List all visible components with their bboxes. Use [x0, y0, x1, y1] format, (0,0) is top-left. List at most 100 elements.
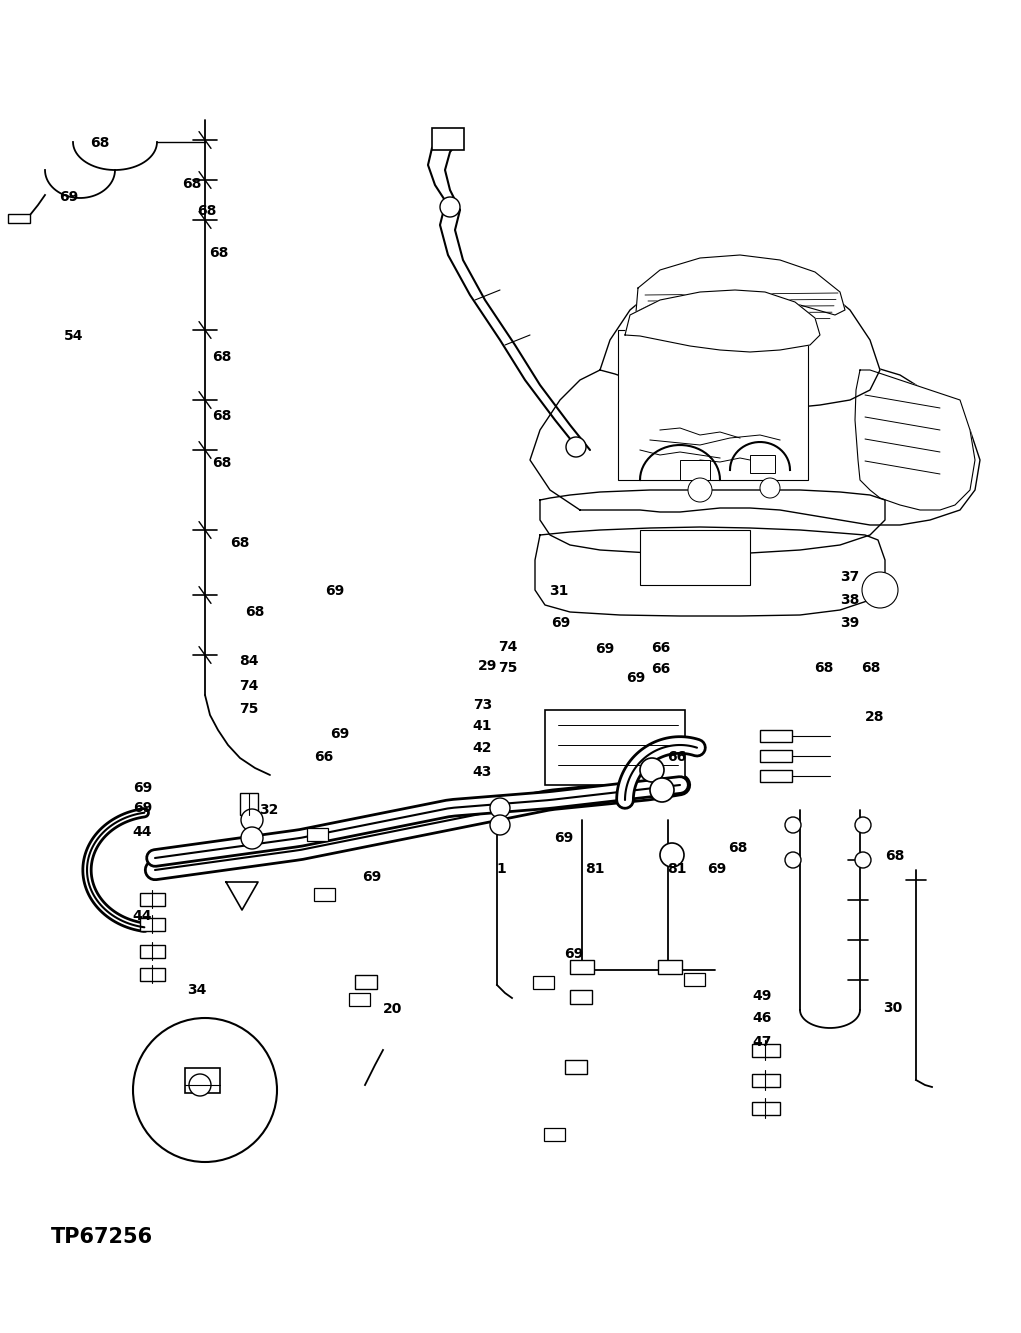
Text: 81: 81: [667, 862, 686, 876]
Text: 69: 69: [554, 832, 574, 845]
Text: 68: 68: [861, 661, 880, 674]
Text: 69: 69: [595, 643, 615, 656]
Text: 69: 69: [551, 616, 571, 629]
Text: 75: 75: [239, 702, 258, 716]
Circle shape: [855, 852, 871, 868]
Circle shape: [440, 197, 460, 217]
Text: 47: 47: [752, 1036, 772, 1049]
Text: 81: 81: [585, 862, 604, 876]
Bar: [570, 990, 592, 1004]
Circle shape: [785, 852, 801, 868]
Text: 31: 31: [549, 584, 569, 597]
Circle shape: [785, 817, 801, 833]
Polygon shape: [540, 491, 885, 555]
Text: 46: 46: [752, 1012, 772, 1025]
Text: 69: 69: [708, 862, 727, 876]
Circle shape: [566, 437, 586, 457]
Polygon shape: [855, 371, 975, 511]
Bar: [8, 215, 30, 223]
Polygon shape: [625, 291, 820, 352]
Polygon shape: [226, 882, 258, 910]
Polygon shape: [600, 265, 880, 408]
Text: 42: 42: [473, 741, 492, 754]
Bar: [185, 1068, 220, 1093]
Text: 74: 74: [498, 640, 518, 653]
Text: 75: 75: [498, 661, 518, 674]
Text: 68: 68: [209, 247, 229, 260]
Circle shape: [660, 842, 684, 866]
Bar: [314, 888, 335, 901]
Text: 30: 30: [883, 1001, 903, 1014]
Bar: [240, 793, 258, 814]
Polygon shape: [535, 527, 885, 616]
Text: 66: 66: [667, 750, 686, 764]
Bar: [140, 893, 165, 906]
Text: 49: 49: [752, 989, 772, 1002]
Circle shape: [490, 798, 510, 818]
Bar: [760, 770, 792, 782]
Circle shape: [133, 1018, 277, 1162]
Bar: [618, 331, 808, 480]
Bar: [570, 960, 594, 974]
Text: 28: 28: [865, 710, 884, 724]
Bar: [140, 918, 165, 930]
Text: 54: 54: [64, 329, 84, 343]
Text: 43: 43: [473, 765, 492, 778]
Bar: [307, 828, 328, 841]
Text: 69: 69: [362, 870, 382, 884]
Text: 68: 68: [728, 841, 747, 854]
Circle shape: [241, 826, 263, 849]
Text: 68: 68: [885, 849, 905, 862]
Text: 66: 66: [314, 750, 334, 764]
Text: 38: 38: [840, 593, 860, 607]
Bar: [760, 730, 792, 742]
Bar: [355, 974, 377, 989]
Text: 68: 68: [90, 136, 109, 149]
Text: 68: 68: [212, 456, 232, 469]
Circle shape: [189, 1074, 211, 1096]
Text: 69: 69: [59, 191, 79, 204]
Text: 20: 20: [383, 1002, 402, 1016]
Circle shape: [640, 758, 664, 782]
Text: 69: 69: [325, 584, 344, 597]
Bar: [140, 968, 165, 981]
Bar: [752, 1074, 780, 1086]
Text: 69: 69: [565, 948, 584, 961]
Text: 44: 44: [133, 825, 152, 838]
Text: 34: 34: [187, 984, 206, 997]
Bar: [565, 1060, 587, 1074]
Bar: [432, 128, 464, 151]
Text: 41: 41: [473, 720, 492, 733]
Circle shape: [688, 479, 712, 503]
Bar: [752, 1102, 780, 1114]
Circle shape: [862, 572, 898, 608]
Text: 68: 68: [814, 661, 833, 674]
Text: 69: 69: [133, 801, 152, 814]
Polygon shape: [440, 205, 590, 451]
Text: 69: 69: [330, 728, 349, 741]
Circle shape: [241, 809, 263, 830]
Bar: [140, 945, 165, 958]
Bar: [752, 1044, 780, 1057]
Bar: [680, 460, 710, 480]
Text: TP67256: TP67256: [51, 1226, 153, 1248]
Bar: [750, 455, 775, 473]
Circle shape: [760, 479, 780, 499]
Text: 37: 37: [840, 571, 860, 584]
Text: 1: 1: [496, 862, 506, 876]
Text: 68: 68: [182, 177, 201, 191]
Text: 69: 69: [133, 781, 152, 794]
Text: 84: 84: [239, 655, 258, 668]
Bar: [533, 976, 554, 989]
Circle shape: [490, 814, 510, 834]
Text: 68: 68: [245, 605, 264, 619]
Bar: [545, 710, 685, 785]
Polygon shape: [636, 255, 845, 315]
Text: 73: 73: [473, 698, 492, 712]
Circle shape: [650, 778, 674, 802]
Text: 68: 68: [212, 351, 232, 364]
Text: 44: 44: [133, 909, 152, 922]
Bar: [640, 531, 750, 585]
Text: 66: 66: [651, 641, 671, 655]
Text: 68: 68: [197, 204, 216, 217]
